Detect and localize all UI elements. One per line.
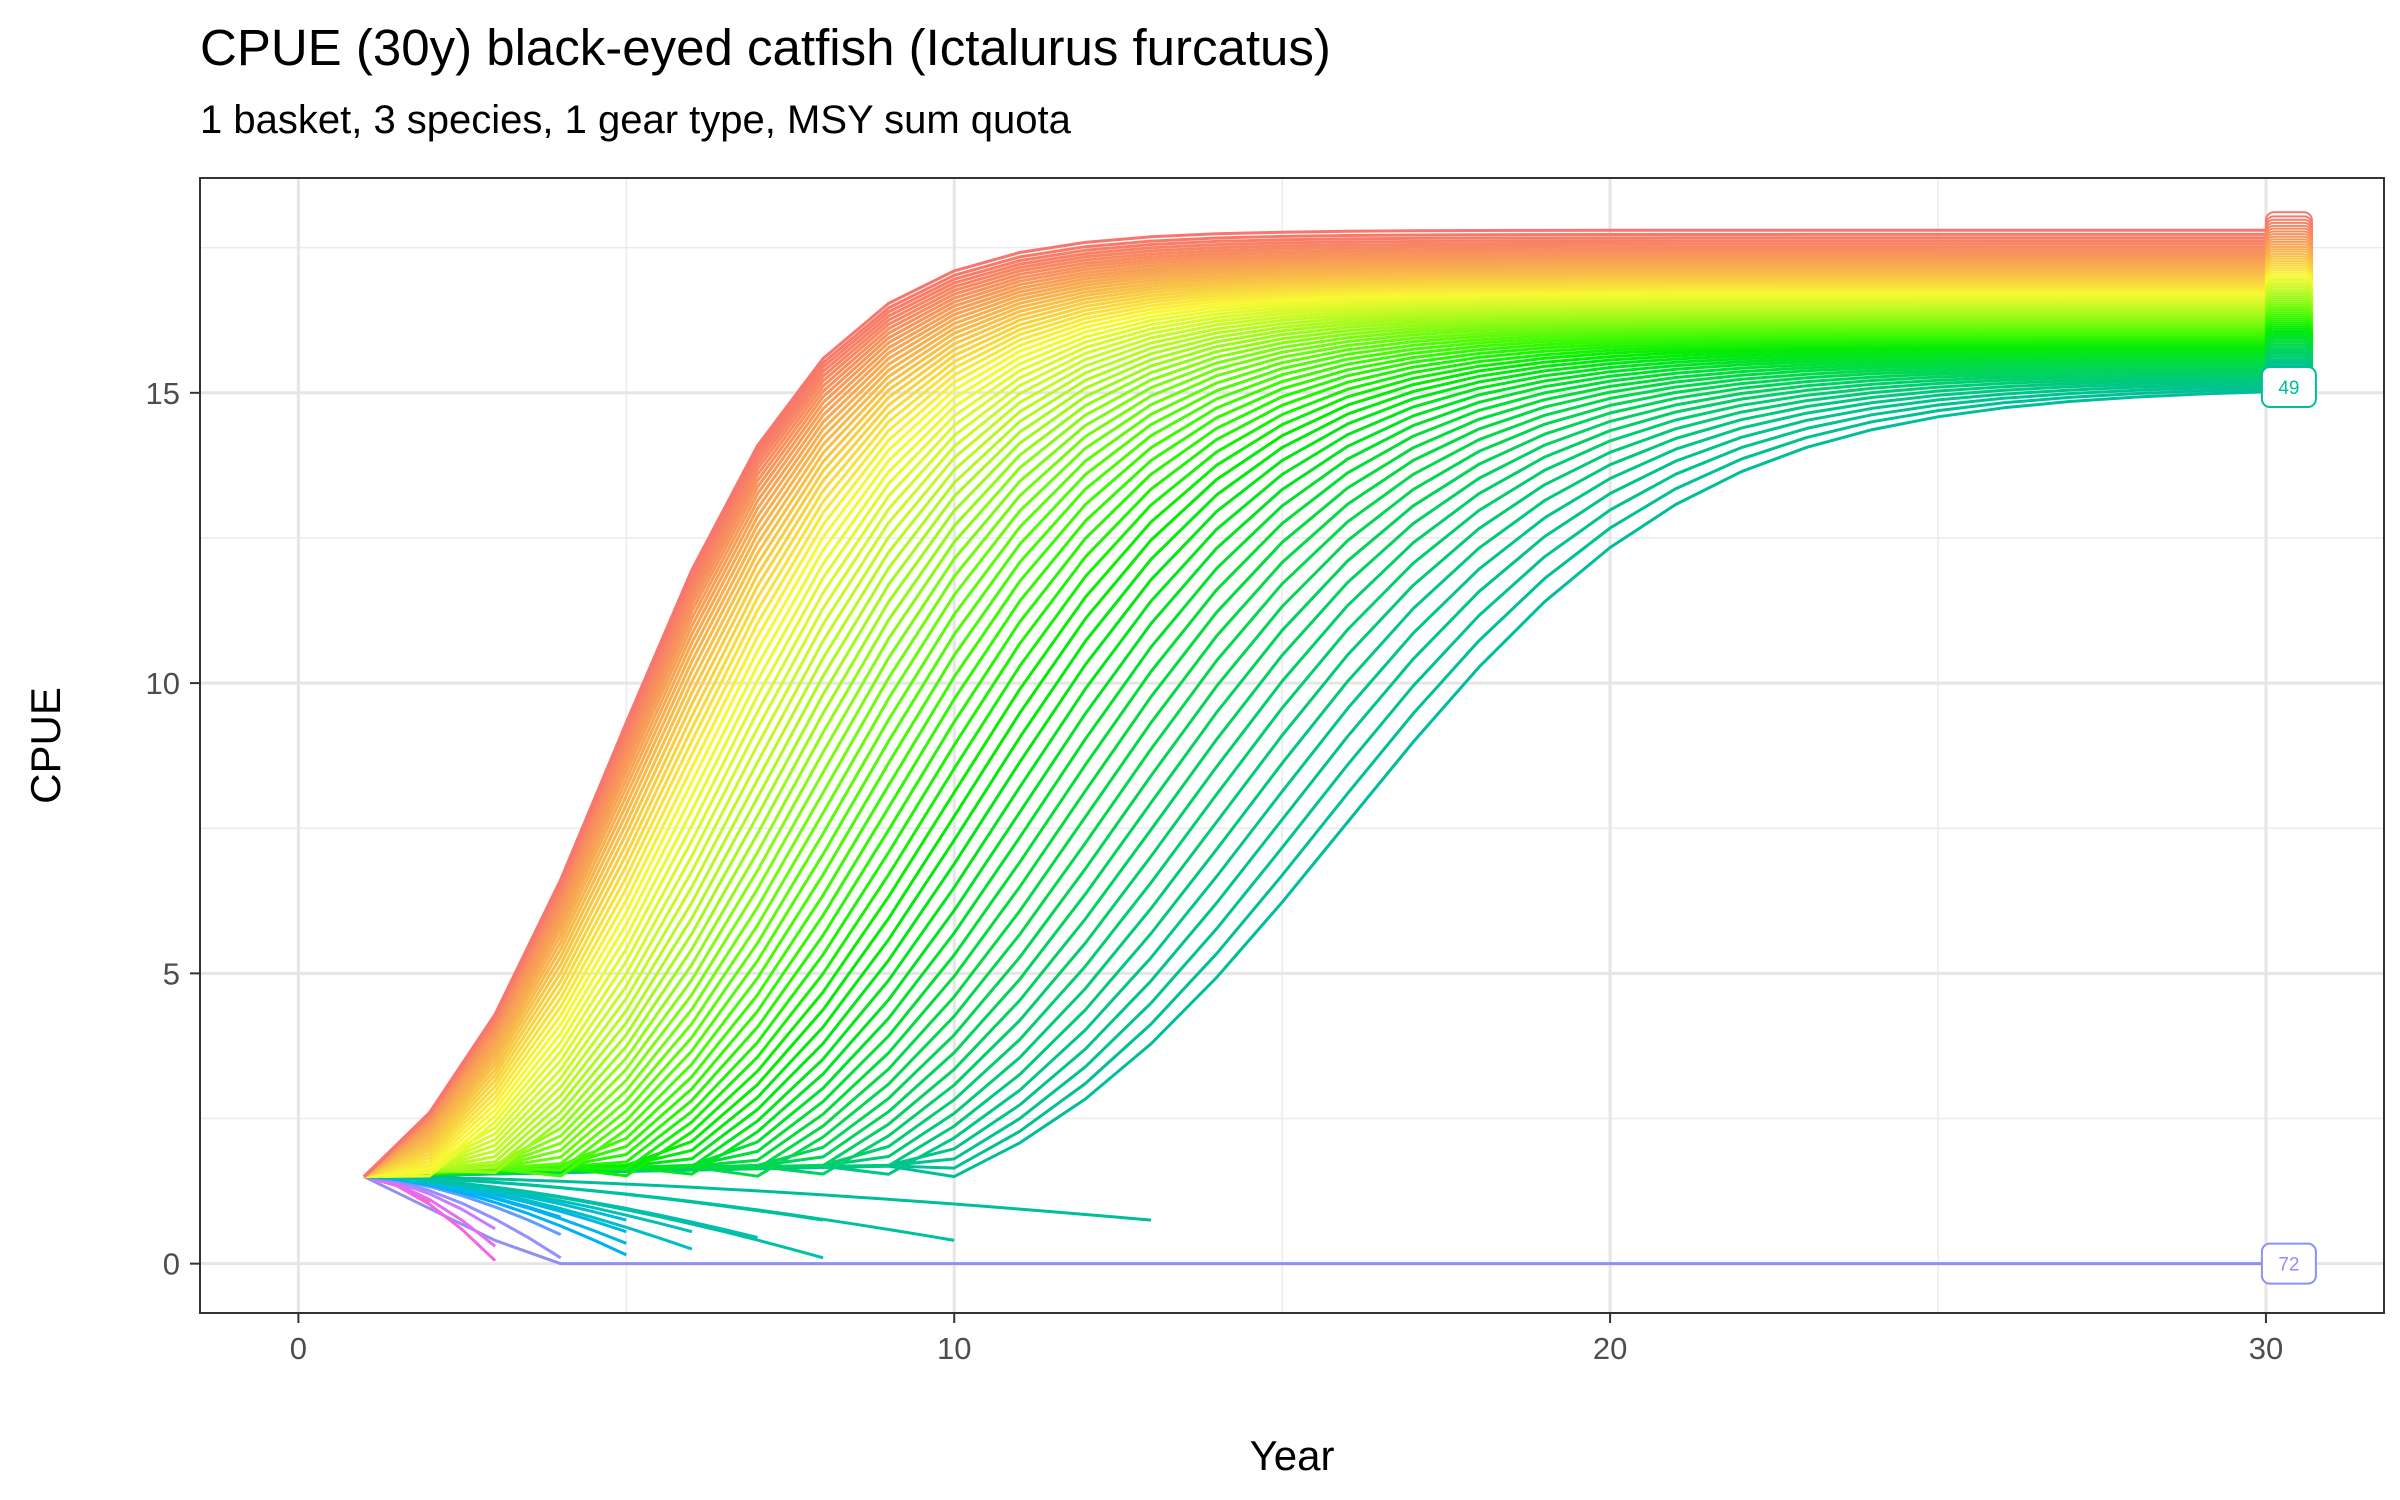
y-axis-title: CPUE xyxy=(22,687,69,804)
series-line-recovering xyxy=(363,284,2306,1179)
series-line-flat xyxy=(363,1175,2266,1266)
series-line-recovering xyxy=(362,239,2306,1178)
y-tick-label: 0 xyxy=(163,1247,180,1282)
series-line-recovering xyxy=(363,351,2306,1179)
series-line-recovering xyxy=(363,345,2306,1179)
series-line-recovering xyxy=(362,242,2306,1178)
series-line-recovering xyxy=(363,272,2306,1178)
y-tick-label: 5 xyxy=(163,956,180,991)
x-tick-label: 20 xyxy=(1593,1331,1627,1366)
series-line-recovering xyxy=(363,339,2306,1179)
series-line-recovering xyxy=(363,316,2306,1179)
series-line-recovering xyxy=(363,310,2306,1179)
series-line-recovering xyxy=(363,349,2306,1179)
plot-panel-border xyxy=(199,177,2385,1314)
series-line-recovering xyxy=(363,314,2306,1179)
series-line-recovering xyxy=(363,308,2306,1179)
series-line-recovering xyxy=(363,333,2306,1179)
series-line-recovering xyxy=(363,331,2306,1179)
series-line-recovering xyxy=(363,253,2306,1178)
series-line-recovering xyxy=(363,275,2306,1178)
series-line-recovering xyxy=(363,270,2306,1178)
chart-title: CPUE (30y) black-eyed catfish (Ictalurus… xyxy=(200,19,1331,76)
series-line-recovering xyxy=(363,329,2306,1179)
series-line-recovering xyxy=(363,258,2306,1178)
series-line-recovering xyxy=(363,325,2306,1179)
series-line-recovering xyxy=(362,228,2306,1178)
chart-subtitle: 1 basket, 3 species, 1 gear type, MSY su… xyxy=(200,98,1071,142)
series-line-recovering xyxy=(363,302,2306,1179)
series-line-recovering xyxy=(363,323,2306,1179)
series-line-recovering xyxy=(363,277,2306,1178)
series-line-recovering xyxy=(363,306,2306,1179)
series-line-recovering xyxy=(363,288,2306,1179)
series-line-recovering xyxy=(363,268,2306,1178)
y-tick-label: 15 xyxy=(146,376,180,411)
series-line-recovering xyxy=(363,304,2306,1179)
end-label-text: 72 xyxy=(2278,1255,2299,1276)
series-lines xyxy=(362,228,2306,1266)
series-line-recovering xyxy=(363,297,2306,1179)
y-tick-label: 10 xyxy=(146,666,180,701)
series-line-recovering xyxy=(362,236,2306,1178)
series-line-recovering xyxy=(363,347,2306,1179)
series-line-recovering xyxy=(363,335,2306,1179)
series-line-recovering xyxy=(363,279,2306,1178)
series-line-recovering xyxy=(363,291,2306,1179)
series-line-recovering xyxy=(362,247,2306,1178)
series-line-recovering xyxy=(362,245,2306,1178)
x-tick-label: 10 xyxy=(937,1331,971,1366)
x-tick-label: 30 xyxy=(2249,1331,2283,1366)
series-line-collapsing xyxy=(363,1175,824,1260)
series-line-recovering xyxy=(363,295,2306,1179)
series-line-recovering xyxy=(363,263,2306,1178)
series-line-recovering xyxy=(363,341,2306,1179)
series-line-recovering xyxy=(363,343,2306,1179)
x-tick-label: 0 xyxy=(290,1331,307,1366)
series-line-recovering xyxy=(363,260,2306,1178)
series-line-recovering xyxy=(363,312,2306,1179)
series-line-recovering xyxy=(363,255,2306,1178)
series-line-recovering xyxy=(363,320,2306,1179)
series-line-collapsing xyxy=(363,1175,1152,1222)
axes: 0 10 20 30 0 5 10 15 xyxy=(146,376,2284,1366)
series-line-collapsing xyxy=(363,1175,955,1242)
series-line-recovering xyxy=(363,293,2306,1179)
series-line-recovering xyxy=(363,327,2306,1179)
series-line-recovering xyxy=(363,337,2306,1179)
series-line-recovering xyxy=(363,250,2306,1178)
series-line-recovering xyxy=(363,282,2306,1179)
series-line-recovering xyxy=(363,353,2306,1179)
end-label-box xyxy=(2260,366,2317,409)
series-line-recovering xyxy=(363,318,2306,1179)
x-axis-title: Year xyxy=(1250,1432,1335,1479)
end-label-box xyxy=(2260,1242,2317,1285)
end-labels: 49 72 xyxy=(2260,211,2317,1285)
end-label-text: 49 xyxy=(2278,378,2299,399)
series-line-recovering xyxy=(363,265,2306,1178)
series-line-recovering xyxy=(363,299,2306,1179)
series-line-recovering xyxy=(363,286,2306,1179)
